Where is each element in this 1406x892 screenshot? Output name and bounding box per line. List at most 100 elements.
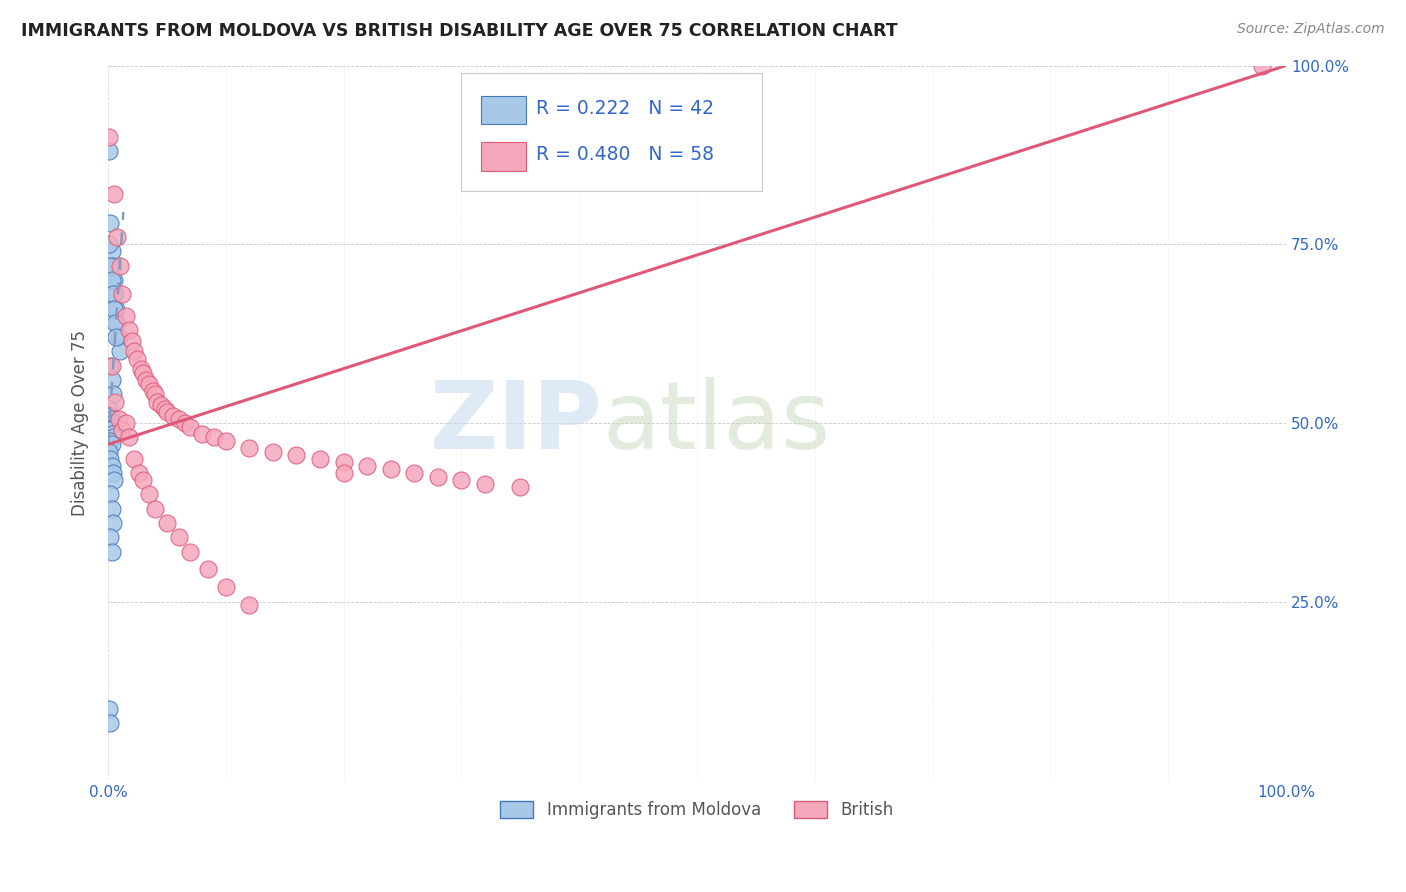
Point (107, 316, 129, 330)
Point (111, 287, 134, 301)
Point (103, 473, 125, 487)
Point (138, 376, 160, 391)
Point (238, 598, 260, 612)
Point (118, 430, 141, 444)
Point (107, 330, 129, 344)
Point (111, 423, 134, 437)
Point (179, 544, 201, 558)
Point (202, 430, 225, 444)
Point (114, 309, 136, 323)
Point (103, 301, 125, 316)
FancyBboxPatch shape (481, 142, 526, 170)
Point (129, 362, 152, 376)
Text: R = 0.480   N = 58: R = 0.480 N = 58 (536, 145, 714, 164)
Point (173, 416, 195, 430)
Point (101, 516, 124, 530)
Point (101, 416, 124, 430)
Point (98, 434, 121, 448)
Point (100, 501, 122, 516)
Point (127, 351, 149, 366)
Point (104, 394, 127, 409)
Point (191, 426, 214, 441)
Point (103, 187, 125, 202)
Point (179, 419, 201, 434)
Point (114, 416, 136, 430)
Point (332, 466, 354, 480)
Point (98, 451, 121, 466)
Point (135, 373, 157, 387)
Point (509, 480, 531, 494)
Point (98, 423, 121, 437)
Point (101, 387, 124, 401)
Point (98, 716, 121, 731)
Point (104, 287, 127, 301)
Point (150, 398, 173, 412)
Point (104, 316, 127, 330)
Point (100, 244, 122, 259)
Point (143, 501, 166, 516)
Point (167, 412, 190, 426)
Point (100, 359, 122, 373)
Point (101, 466, 124, 480)
Point (98, 409, 121, 423)
Point (98, 259, 121, 273)
Point (98, 237, 121, 252)
FancyBboxPatch shape (481, 95, 526, 124)
Point (332, 455, 354, 469)
Point (121, 334, 143, 348)
Point (100, 412, 122, 426)
Text: atlas: atlas (603, 377, 831, 469)
Point (132, 473, 155, 487)
Point (238, 441, 260, 455)
Point (138, 487, 160, 501)
Point (98, 444, 121, 458)
Point (156, 516, 179, 530)
Point (98, 145, 121, 159)
Point (103, 419, 125, 434)
Point (100, 437, 122, 451)
Point (143, 387, 166, 401)
Point (215, 580, 238, 594)
Point (98, 487, 121, 501)
Point (356, 458, 378, 473)
Point (404, 466, 426, 480)
Point (132, 366, 155, 380)
Legend: Immigrants from Moldova, British: Immigrants from Moldova, British (494, 794, 901, 826)
FancyBboxPatch shape (461, 73, 762, 191)
Point (100, 458, 122, 473)
Point (98, 359, 121, 373)
Point (98, 702, 121, 716)
Point (142, 384, 165, 398)
Point (98, 130, 121, 145)
Text: Source: ZipAtlas.com: Source: ZipAtlas.com (1237, 22, 1385, 37)
Point (101, 287, 124, 301)
Point (118, 323, 141, 337)
Point (474, 476, 496, 491)
Point (153, 401, 176, 416)
Text: IMMIGRANTS FROM MOLDOVA VS BRITISH DISABILITY AGE OVER 75 CORRELATION CHART: IMMIGRANTS FROM MOLDOVA VS BRITISH DISAB… (21, 22, 897, 40)
Point (101, 259, 124, 273)
Point (100, 544, 122, 558)
Text: ZIP: ZIP (430, 377, 603, 469)
Y-axis label: Disability Age Over 75: Disability Age Over 75 (72, 330, 89, 516)
Point (105, 330, 128, 344)
Point (103, 273, 125, 287)
Point (285, 448, 308, 462)
Point (309, 451, 332, 466)
Point (262, 444, 284, 458)
Point (108, 344, 131, 359)
Point (450, 473, 472, 487)
Point (426, 469, 449, 483)
Point (156, 405, 179, 419)
Point (107, 412, 129, 426)
Point (162, 409, 184, 423)
Point (122, 451, 145, 466)
Point (122, 344, 145, 359)
Point (100, 373, 122, 387)
Point (167, 530, 190, 544)
Point (100, 426, 122, 441)
Point (105, 301, 128, 316)
Point (215, 434, 238, 448)
Point (1251, 59, 1274, 73)
Point (146, 394, 169, 409)
